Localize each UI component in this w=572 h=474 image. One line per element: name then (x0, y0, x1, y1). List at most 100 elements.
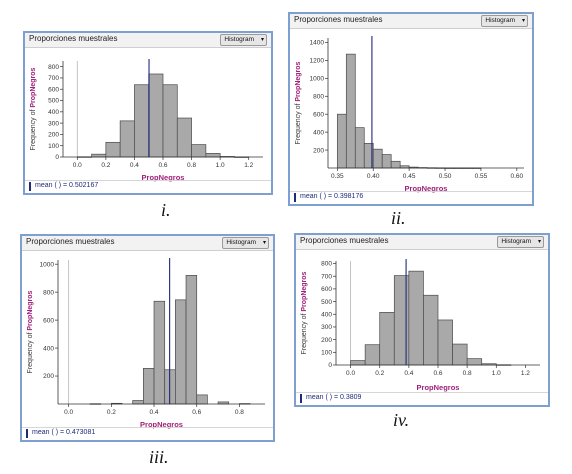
panel-title: Proporciones muestrales (294, 15, 383, 24)
x-tick-label: 1.0 (492, 370, 501, 377)
x-tick-label: 1.2 (521, 370, 530, 377)
panel-footer: mean ( ) = 0.502167 (25, 180, 271, 193)
y-axis-label-variable: PropNegros (30, 67, 37, 107)
histogram-bar (191, 144, 207, 158)
y-tick-label: 200 (313, 147, 324, 154)
histogram-bar (364, 344, 381, 366)
panel-footer: mean ( ) = 0.3809 (296, 392, 548, 405)
caption-i: i. (161, 200, 171, 220)
plot-type-label: Histogram (501, 238, 531, 245)
x-tick-label: 0.2 (107, 409, 116, 416)
histogram-panel-iv: Proporciones muestrales Histogram ▾ 0.0 0… (294, 233, 550, 407)
x-tick-label: 0.4 (130, 162, 139, 169)
x-tick-label: 0.6 (192, 409, 201, 416)
panel-title: Proporciones muestrales (26, 237, 115, 246)
histogram-bar (91, 153, 107, 158)
y-tick-label: 500 (321, 299, 332, 306)
histogram-bar (153, 300, 166, 405)
y-axis-label-variable: PropNegros (301, 271, 308, 311)
histogram-bar (390, 160, 401, 169)
panel-header: Proporciones muestrales Histogram ▾ (22, 236, 273, 251)
histogram-bar (176, 117, 192, 158)
histogram-chart: 0.35 0.40 0.45 0.50 0.55 0.60 200 400 600 800 1000… (295, 36, 524, 193)
y-tick-label: 100 (48, 143, 59, 150)
chevron-down-icon: ▾ (521, 18, 525, 24)
y-tick-label: 800 (313, 93, 324, 100)
panel-header: Proporciones muestrales Histogram ▾ (25, 33, 271, 48)
x-tick-label: 0.60 (510, 173, 523, 180)
panel-title: Proporciones muestrales (29, 34, 118, 43)
histogram-bar (175, 299, 187, 405)
y-tick-label: 800 (321, 261, 332, 268)
y-axis-label-prefix: Frequency of (30, 108, 37, 151)
y-tick-label: 0 (328, 362, 332, 369)
y-tick-label: 600 (321, 286, 332, 293)
histogram-bar (452, 343, 468, 366)
y-tick-label: 600 (48, 86, 59, 93)
histogram-bar (381, 154, 392, 169)
y-tick-label: 300 (321, 324, 332, 331)
panel-header: Proporciones muestrales Histogram ▾ (296, 235, 548, 250)
y-axis-label: Frequency of PropNegros (30, 67, 37, 150)
x-tick-label: 0.2 (101, 162, 110, 169)
y-tick-label: 200 (321, 337, 332, 344)
histogram-bar (143, 367, 155, 405)
histogram-bar (408, 270, 424, 366)
y-tick-label: 400 (48, 109, 59, 116)
histogram-panel-i: Proporciones muestrales Histogram ▾ 0.0 0… (23, 31, 273, 195)
plot-type-dropdown[interactable]: Histogram ▾ (481, 15, 528, 27)
x-tick-label: 0.50 (439, 173, 452, 180)
x-tick-label: 0.2 (375, 370, 384, 377)
plot-type-dropdown[interactable]: Histogram ▾ (222, 237, 269, 249)
y-axis-label-prefix: Frequency of (301, 312, 308, 355)
histogram-panel-ii: Proporciones muestrales Histogram ▾ 0.35… (288, 12, 534, 206)
histogram-bar (105, 141, 121, 158)
histogram-chart: 0.0 0.2 0.4 0.6 0.8 200 400 600 800 1000 PropNegro… (27, 258, 265, 429)
y-tick-label: 400 (43, 345, 54, 352)
histogram-chart: 0.0 0.2 0.4 0.6 0.8 1.0 1.2 0 100 200 300 400 500 600… (301, 259, 540, 392)
histogram-bar (423, 294, 439, 366)
chevron-down-icon: ▾ (260, 37, 264, 43)
histogram-bar (132, 400, 144, 405)
x-tick-label: 0.45 (403, 173, 416, 180)
panel-footer: mean ( ) = 0.398176 (290, 191, 532, 204)
y-tick-label: 600 (43, 317, 54, 324)
histogram-bar (350, 360, 366, 366)
caption-ii: ii. (391, 208, 406, 228)
y-tick-label: 200 (43, 373, 54, 380)
x-axis-label: PropNegros (417, 383, 460, 392)
y-tick-label: 600 (313, 111, 324, 118)
mean-label: mean ( ) = 0.3809 (299, 394, 362, 403)
plot-type-dropdown[interactable]: Histogram ▾ (497, 236, 544, 248)
plot-type-dropdown[interactable]: Histogram ▾ (220, 34, 267, 46)
histogram-chart: 0.0 0.2 0.4 0.6 0.8 1.0 1.2 0 100 200 300 400 500 600… (30, 59, 263, 182)
y-tick-label: 500 (48, 98, 59, 105)
y-tick-label: 1200 (310, 58, 325, 65)
panel-title: Proporciones muestrales (300, 236, 389, 245)
y-tick-label: 400 (313, 129, 324, 136)
x-tick-label: 0.4 (404, 370, 413, 377)
x-tick-label: 0.0 (73, 162, 82, 169)
mean-label: mean ( ) = 0.502167 (28, 182, 99, 191)
y-tick-label: 0 (55, 154, 59, 161)
y-axis-label-prefix: Frequency of (295, 102, 302, 145)
y-tick-label: 800 (43, 289, 54, 296)
y-tick-label: 700 (48, 75, 59, 82)
y-tick-label: 1400 (310, 40, 325, 47)
chevron-down-icon: ▾ (537, 239, 541, 245)
y-tick-label: 200 (48, 132, 59, 139)
y-tick-label: 1000 (40, 261, 55, 268)
caption-iii: iii. (149, 447, 169, 467)
x-tick-label: 0.40 (367, 173, 380, 180)
mean-label: mean ( ) = 0.473081 (25, 429, 96, 438)
histogram-bar (345, 53, 356, 169)
y-tick-label: 400 (321, 311, 332, 318)
x-axis-label: PropNegros (405, 184, 448, 193)
histogram-bar (205, 153, 221, 158)
x-tick-label: 0.35 (331, 173, 344, 180)
x-tick-label: 0.4 (150, 409, 159, 416)
y-tick-label: 800 (48, 64, 59, 71)
histogram-bar (379, 312, 395, 366)
y-axis-label-variable: PropNegros (295, 61, 302, 101)
x-tick-label: 0.8 (463, 370, 472, 377)
